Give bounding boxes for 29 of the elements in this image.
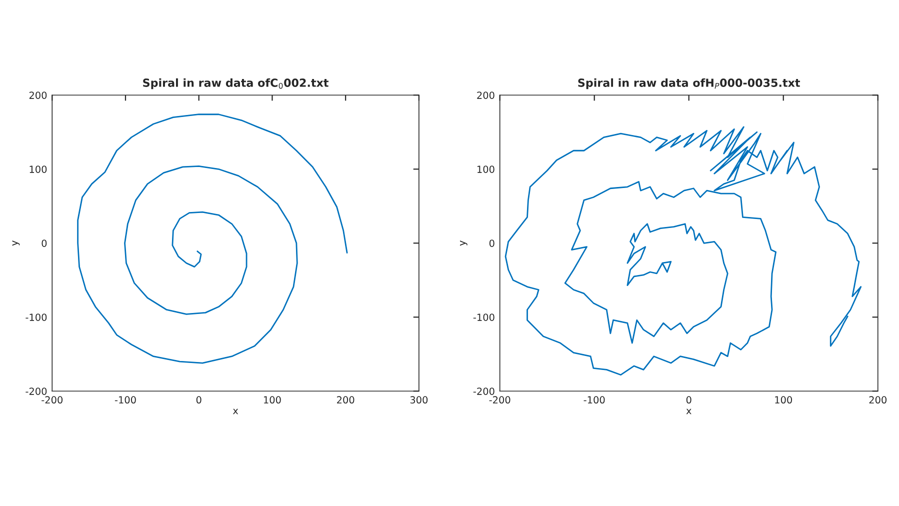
x-tick-label: -200 [489, 396, 510, 404]
y-axis-title: y [12, 240, 20, 246]
y-tick-label: 100 [30, 166, 47, 173]
x-tick-label: -100 [114, 396, 136, 404]
x-tick-label: 100 [264, 396, 281, 404]
chart-title: Spiral in raw data ofH$_{P}$000-0035.txt [578, 78, 800, 90]
x-axis-title: x [232, 408, 238, 414]
y-tick-label: 100 [477, 166, 494, 173]
y-tick-label: -100 [26, 314, 47, 321]
y-tick-label: -200 [26, 388, 47, 395]
y-axis-title: y [460, 240, 468, 246]
x-tick-label: -200 [42, 396, 63, 404]
x-axis-title: x [686, 408, 692, 414]
y-tick-label: -100 [473, 314, 494, 321]
line-series [504, 126, 862, 376]
x-tick-label: 0 [196, 396, 202, 404]
y-tick-label: 0 [489, 240, 494, 247]
x-tick-label: 200 [337, 396, 354, 404]
x-tick-label: 100 [775, 396, 792, 404]
y-tick-label: 0 [42, 240, 47, 247]
chart-title: Spiral in raw data ofC$_{0}$002.txt [143, 78, 328, 90]
x-tick-label: 300 [410, 396, 428, 404]
x-tick-label: 0 [686, 396, 692, 404]
y-tick-label: 200 [477, 92, 494, 99]
x-tick-label: 200 [869, 396, 887, 404]
line-series [77, 114, 348, 364]
y-tick-label: 200 [29, 92, 47, 99]
y-tick-label: -200 [473, 388, 494, 395]
x-tick-label: -100 [584, 396, 605, 404]
